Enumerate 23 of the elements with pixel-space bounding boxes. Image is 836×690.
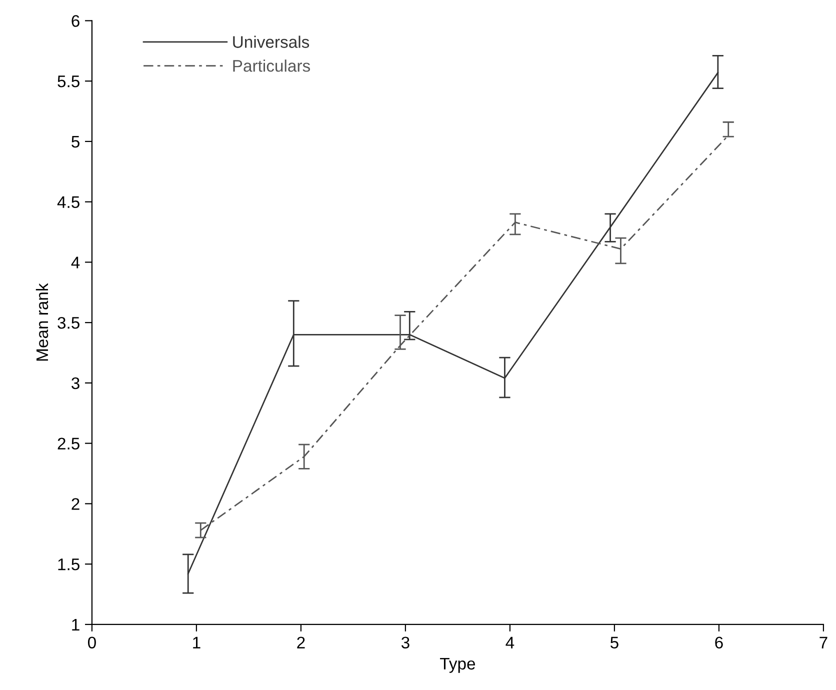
y-tick-label: 5.5 <box>58 76 80 88</box>
x-tick-label: 4 <box>506 636 514 648</box>
x-tick-label: 1 <box>193 636 200 648</box>
x-tick-label: 5 <box>610 636 618 648</box>
y-tick-label: 2 <box>72 498 80 510</box>
x-tick-label: 7 <box>820 636 828 648</box>
y-tick-label: 4.5 <box>57 196 80 208</box>
y-tick-label: 3.5 <box>58 316 80 329</box>
text: Particulars <box>233 60 310 72</box>
y-tick-label: 6 <box>72 15 80 27</box>
y-tick-label: 2.5 <box>58 438 80 450</box>
y-tick-label: 5 <box>72 136 80 148</box>
x-tick-label: 3 <box>401 636 410 648</box>
y-tick-label: 3 <box>72 377 80 390</box>
text: Universals <box>233 36 310 48</box>
x-tick-label: 0 <box>88 636 96 648</box>
y-tick-label: 1 <box>72 619 80 630</box>
y-axis-title: Mean rank <box>36 283 48 361</box>
x-axis-title: Type <box>440 658 476 673</box>
x-tick-label: 2 <box>297 636 305 648</box>
x-tick-label: 6 <box>715 636 723 648</box>
y-tick-label: 4 <box>71 256 80 268</box>
y-tick-label: 1.5 <box>58 558 80 570</box>
